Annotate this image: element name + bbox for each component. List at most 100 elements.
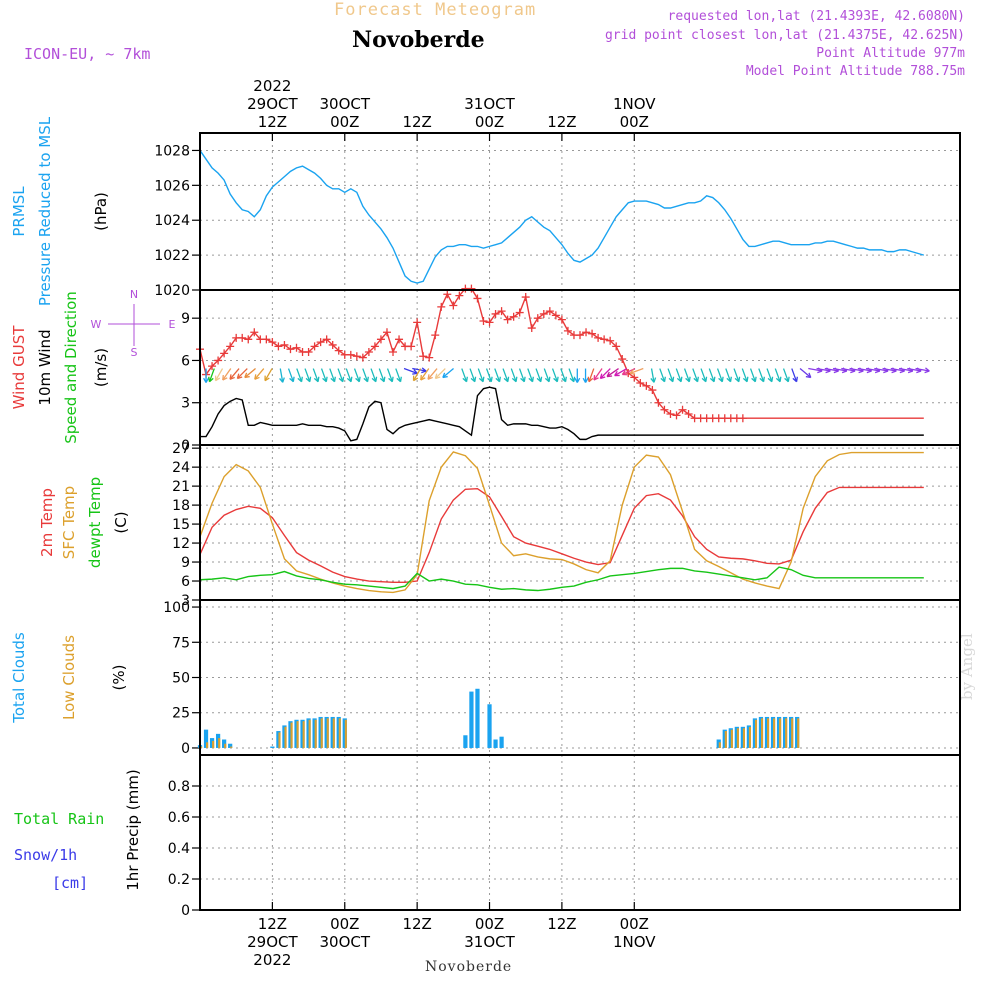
panel-frame <box>199 132 961 291</box>
wind-arrow <box>824 367 839 372</box>
wind-arrow <box>229 368 240 380</box>
wind-arrow <box>412 368 422 381</box>
wind-arrow <box>588 368 595 382</box>
y-tick-label: 25 <box>172 706 190 722</box>
wind-arrowhead <box>470 376 477 383</box>
wind-arrowhead <box>208 376 214 383</box>
bar-low_clouds <box>767 718 770 748</box>
bar-total_clouds <box>789 716 794 748</box>
y-axis-label: dewpt Temp <box>86 477 104 568</box>
wind-arrowhead <box>222 374 228 381</box>
y-axis-label: Speed and Direction <box>62 291 80 444</box>
y-axis-label: 2m Temp <box>38 488 56 557</box>
bar-total_clouds <box>336 716 341 748</box>
y-tick-label: 9 <box>181 311 190 327</box>
wind-arrowhead <box>338 376 345 383</box>
bar-low_clouds <box>724 731 727 748</box>
y-axis-label: PRMSL <box>10 186 28 237</box>
y-tick-label: 0 <box>181 741 190 757</box>
bar-total_clouds <box>282 725 287 748</box>
wind-arrow <box>782 368 789 382</box>
wind-arrow <box>329 368 336 382</box>
bar-total_clouds <box>342 718 347 748</box>
wind-arrowhead <box>614 370 620 377</box>
series-prmsl <box>199 150 925 284</box>
bar-low_clouds <box>218 738 221 748</box>
wind-arrow <box>741 368 748 382</box>
y-tick-label: 1024 <box>154 213 190 229</box>
wind-arrow <box>700 368 707 382</box>
gust-marker <box>642 381 651 390</box>
bar-total_clouds <box>288 721 293 748</box>
wind-arrowhead <box>388 376 394 383</box>
wind-arrow <box>287 368 294 382</box>
bottom-time-label: 00Z <box>330 915 359 933</box>
wind-arrowhead <box>718 376 724 383</box>
wind-arrow <box>614 367 628 377</box>
top-time-label: 00Z <box>620 113 649 131</box>
wind-arrow <box>675 368 682 382</box>
wind-compass: N S W E <box>91 288 176 359</box>
wind-arrowhead <box>726 376 732 383</box>
bar-low_clouds <box>338 718 341 748</box>
wind-arrow <box>749 368 756 382</box>
wind-arrow <box>264 368 273 381</box>
bottom-time-label: 12Z <box>402 915 431 933</box>
gust-marker <box>214 356 223 365</box>
gust-marker <box>407 342 416 351</box>
wind-arrow <box>518 368 525 382</box>
gust-marker <box>389 348 398 356</box>
series-wind10m <box>200 386 924 442</box>
wind-arrowhead <box>561 376 567 383</box>
y-axis-label: (hPa) <box>92 192 110 231</box>
wind-arrowhead <box>734 376 741 383</box>
bar-low_clouds <box>200 746 203 748</box>
top-time-label: 12Z <box>402 113 431 131</box>
wind-arrow <box>214 368 224 381</box>
wind-arrowhead <box>511 376 518 383</box>
gust-marker <box>521 293 530 302</box>
bar-total_clouds <box>487 704 492 748</box>
bar-low_clouds <box>206 742 209 748</box>
gust-marker <box>376 335 385 344</box>
wind-arrowhead <box>693 376 699 383</box>
wind-arrowhead <box>621 370 628 376</box>
wind-arrow <box>222 368 232 381</box>
bar-low_clouds <box>748 726 752 748</box>
wind-arrow <box>774 368 781 382</box>
y-axis-label: (C) <box>112 511 130 533</box>
gust-marker <box>738 414 747 423</box>
wind-arrowhead <box>574 377 581 383</box>
y-tick-label: 1026 <box>154 178 190 194</box>
bar-low_clouds <box>278 732 281 748</box>
gust-marker <box>576 331 584 340</box>
gust-marker <box>286 345 295 354</box>
gust-marker <box>310 342 319 351</box>
wind-arrow <box>898 367 913 372</box>
wind-arrowhead <box>668 376 675 383</box>
wind-arrow <box>254 368 265 380</box>
wind-arrowhead <box>427 374 433 380</box>
wind-arrowhead <box>767 376 774 383</box>
bar-low_clouds <box>742 728 745 748</box>
bottom-time-label: 31OCT <box>464 933 515 951</box>
bar-total_clouds <box>493 739 498 748</box>
y-tick-label: 9 <box>181 555 190 571</box>
wind-arrow <box>420 368 430 381</box>
gust-marker <box>515 308 524 317</box>
wind-arrow <box>568 368 575 382</box>
y-tick-label: 24 <box>172 460 190 476</box>
gust-marker <box>533 314 542 323</box>
gust-marker <box>274 342 283 351</box>
wind-arrow <box>320 368 327 382</box>
wind-arrowhead <box>229 374 235 380</box>
wind-arrow <box>708 368 715 382</box>
gust-marker <box>322 335 331 344</box>
wind-arrowhead <box>759 376 765 383</box>
gust-marker <box>612 342 621 351</box>
bar-low_clouds <box>320 718 323 748</box>
gust-marker <box>364 348 373 356</box>
wind-arrow <box>304 368 311 382</box>
wind-arrowhead <box>676 376 683 383</box>
panel-frame <box>199 754 961 911</box>
